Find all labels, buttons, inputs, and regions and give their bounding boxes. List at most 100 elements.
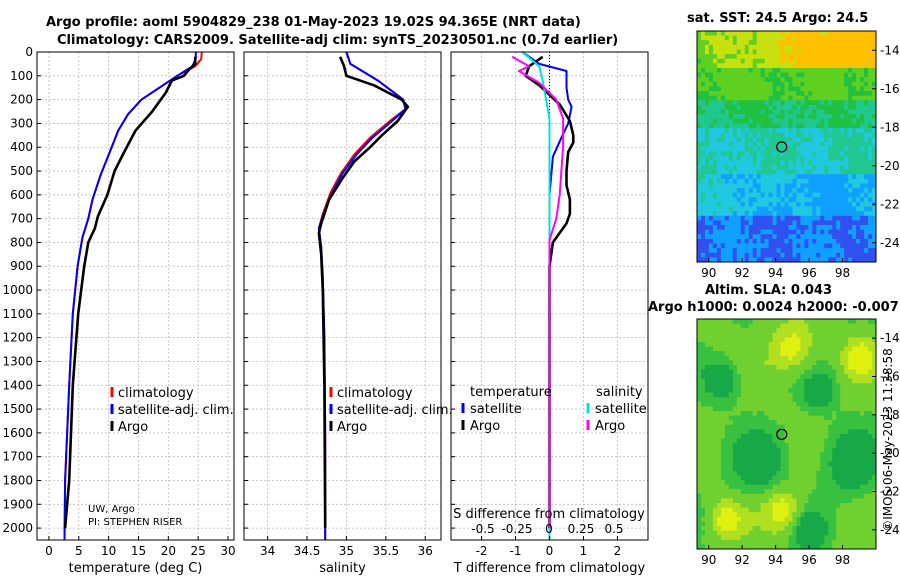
heatmap-cell <box>772 86 777 92</box>
heatmap-cell <box>764 521 769 527</box>
heatmap-cell <box>812 466 817 472</box>
heatmap-cell <box>776 155 781 161</box>
heatmap-cell <box>732 365 738 370</box>
heatmap-cell <box>776 104 781 110</box>
heatmap-cell <box>716 319 722 324</box>
heatmap-cell <box>864 201 869 207</box>
heatmap-cell <box>736 369 742 375</box>
heatmap-cell <box>728 188 734 194</box>
heatmap-cell <box>808 434 813 439</box>
heatmap-cell <box>808 346 813 352</box>
heatmap-cell <box>856 443 861 449</box>
heatmap-cell <box>832 438 837 444</box>
heatmap-cell <box>748 397 754 403</box>
heatmap-cell <box>832 81 837 87</box>
heatmap-cell <box>812 489 817 495</box>
heatmap-cell <box>796 346 801 352</box>
heatmap-cell <box>852 539 857 545</box>
heatmap-cell <box>792 332 797 338</box>
heatmap-cell <box>776 91 781 97</box>
heatmap-cell <box>712 118 718 124</box>
heatmap-cell <box>704 489 710 495</box>
heatmap-cell <box>848 411 853 416</box>
heatmap-cell <box>792 128 797 134</box>
heatmap-cell <box>808 132 813 138</box>
heatmap-cell <box>756 243 762 249</box>
heatmap-cell <box>848 164 853 170</box>
heatmap-cell <box>864 374 869 380</box>
heatmap-cell <box>872 257 877 263</box>
heatmap-cell <box>820 211 825 217</box>
heatmap-cell <box>860 252 865 258</box>
heatmap-cell <box>864 238 869 244</box>
heatmap-cell <box>744 420 750 426</box>
heatmap-cell <box>784 539 789 545</box>
heatmap-cell <box>788 360 793 366</box>
heatmap-cell <box>824 220 829 226</box>
heatmap-cell <box>744 201 750 207</box>
heatmap-cell <box>816 346 821 352</box>
heatmap-cell <box>852 58 857 64</box>
heatmap-cell <box>728 201 734 207</box>
heatmap-cell <box>732 369 738 375</box>
heatmap-cell <box>776 507 781 513</box>
heatmap-cell <box>856 137 861 143</box>
heatmap-cell <box>808 58 813 64</box>
heatmap-cell <box>844 238 849 244</box>
heatmap-cell <box>756 521 762 527</box>
heatmap-cell <box>788 461 793 467</box>
heatmap-cell <box>832 503 837 508</box>
heatmap-cell <box>808 388 813 393</box>
heatmap-cell <box>780 86 785 92</box>
heatmap-cell <box>752 197 758 203</box>
heatmap-cell <box>752 328 758 334</box>
heatmap-cell <box>860 164 865 170</box>
heatmap-cell <box>792 54 797 60</box>
heatmap-cell <box>836 72 841 78</box>
heatmap-cell <box>808 104 813 110</box>
heatmap-cell <box>820 503 825 508</box>
heatmap-cell <box>860 155 865 161</box>
heatmap-cell <box>744 397 750 403</box>
salinity-diff-tick-label: -0.25 <box>501 522 532 536</box>
heatmap-cell <box>768 521 773 527</box>
heatmap-cell <box>756 498 762 504</box>
heatmap-cell <box>820 197 825 203</box>
heatmap-cell <box>848 229 853 235</box>
heatmap-cell <box>820 415 825 421</box>
heatmap-cell <box>832 77 837 83</box>
heatmap-cell <box>768 40 773 46</box>
heatmap-cell <box>796 248 801 254</box>
heatmap-cell <box>744 229 750 235</box>
heatmap-cell <box>872 323 877 329</box>
heatmap-cell <box>808 447 813 453</box>
heatmap-cell <box>868 109 873 115</box>
heatmap-cell <box>708 44 714 50</box>
heatmap-cell <box>808 114 813 120</box>
heatmap-cell <box>856 72 861 78</box>
heatmap-cell <box>784 369 789 375</box>
heatmap-cell <box>752 355 758 361</box>
depth-tick-label: 1800 <box>2 473 33 487</box>
heatmap-cell <box>788 355 793 361</box>
heatmap-cell <box>744 257 750 263</box>
heatmap-cell <box>697 178 702 184</box>
heatmap-cell <box>740 461 746 467</box>
heatmap-cell <box>836 206 841 212</box>
heatmap-cell <box>756 337 762 343</box>
heatmap-cell <box>776 206 781 212</box>
heatmap-cell <box>720 346 726 352</box>
heatmap-cell <box>724 72 730 78</box>
heatmap-cell <box>800 369 805 375</box>
heatmap-cell <box>864 137 869 143</box>
heatmap-cell <box>772 155 777 161</box>
heatmap-cell <box>748 146 754 152</box>
heatmap-cell <box>748 319 754 324</box>
heatmap-cell <box>736 355 742 361</box>
heatmap-cell <box>764 257 769 263</box>
heatmap-cell <box>852 406 857 412</box>
heatmap-cell <box>856 178 861 184</box>
heatmap-cell <box>704 44 710 50</box>
heatmap-cell <box>856 220 861 226</box>
heatmap-cell <box>724 415 730 421</box>
